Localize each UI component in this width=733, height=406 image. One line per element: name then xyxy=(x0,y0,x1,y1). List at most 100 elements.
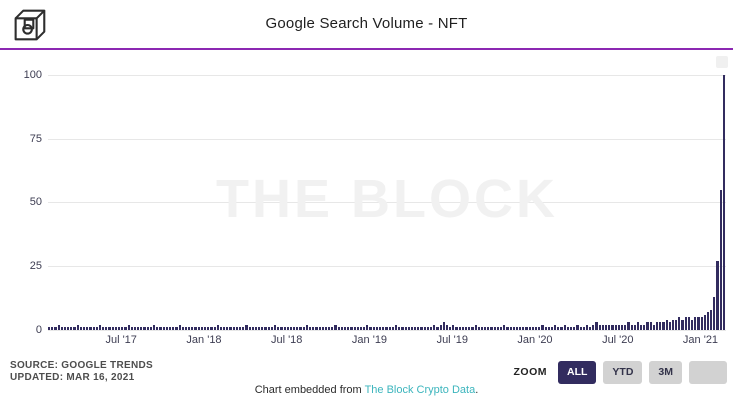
bar xyxy=(156,327,159,330)
bar xyxy=(372,327,375,330)
bar xyxy=(671,319,675,330)
zoom-all-button[interactable]: ALL xyxy=(557,360,597,384)
bar xyxy=(181,327,184,330)
bar xyxy=(289,327,293,330)
bar xyxy=(675,319,678,330)
bar xyxy=(334,324,337,330)
bar xyxy=(159,327,162,330)
bar xyxy=(219,327,223,330)
bar xyxy=(512,327,515,330)
bar xyxy=(461,327,464,330)
bar xyxy=(251,327,254,330)
bar xyxy=(480,327,484,330)
bar xyxy=(394,324,398,330)
bar xyxy=(111,327,114,330)
bar xyxy=(436,327,439,330)
bar xyxy=(515,327,519,330)
bar xyxy=(245,324,248,330)
bar xyxy=(70,327,73,330)
bar xyxy=(544,327,547,330)
bar xyxy=(592,324,595,330)
chart-title: Google Search Volume - NFT xyxy=(265,15,468,32)
bar xyxy=(347,327,350,330)
zoom-label: ZOOM xyxy=(513,366,547,378)
bar xyxy=(528,327,531,330)
x-axis-label: Jan '20 xyxy=(517,334,553,346)
bar xyxy=(274,324,277,330)
bar xyxy=(703,314,706,330)
bar xyxy=(535,327,538,330)
bar xyxy=(363,327,366,330)
bar xyxy=(270,327,273,330)
bar xyxy=(331,327,334,330)
bar xyxy=(114,327,118,330)
bar xyxy=(57,324,60,330)
x-axis-label: Jan '18 xyxy=(186,334,222,346)
bar xyxy=(194,327,197,330)
bar xyxy=(659,322,662,330)
embed-line: Chart embedded from The Block Crypto Dat… xyxy=(0,384,733,396)
bar xyxy=(385,327,388,330)
bar xyxy=(261,327,264,330)
bar xyxy=(464,327,468,330)
bar xyxy=(557,327,560,330)
bar xyxy=(490,327,493,330)
bar xyxy=(643,324,646,330)
bar xyxy=(76,324,79,330)
bar xyxy=(710,309,713,330)
bar xyxy=(143,327,146,330)
bar xyxy=(414,327,417,330)
bar xyxy=(687,317,690,330)
bar xyxy=(312,327,315,330)
bar xyxy=(137,327,140,330)
bar xyxy=(67,327,70,330)
x-axis-label: Jul '18 xyxy=(270,334,303,346)
bar xyxy=(318,327,321,330)
bar xyxy=(668,322,671,330)
zoom-ytd-button[interactable]: YTD xyxy=(603,360,643,384)
bar xyxy=(684,317,687,330)
bar xyxy=(570,327,573,330)
bar xyxy=(547,327,550,330)
bar xyxy=(401,327,404,330)
bar xyxy=(283,327,286,330)
bar xyxy=(426,327,429,330)
bar xyxy=(506,327,509,330)
bar xyxy=(210,327,213,330)
bar xyxy=(576,324,579,330)
bar xyxy=(83,327,86,330)
bar xyxy=(566,327,570,330)
bar xyxy=(178,324,181,330)
bar xyxy=(522,327,525,330)
chart-menu-icon[interactable] xyxy=(716,56,728,68)
bar xyxy=(86,327,89,330)
bar xyxy=(624,324,627,330)
bar xyxy=(649,322,652,330)
bar xyxy=(442,322,445,330)
y-axis-label: 0 xyxy=(35,324,42,336)
bar xyxy=(560,327,563,330)
bar xyxy=(168,327,172,330)
bar xyxy=(105,327,108,330)
zoom-blank-button[interactable] xyxy=(689,360,727,384)
zoom-3m-button[interactable]: 3M xyxy=(649,360,682,384)
bar xyxy=(321,327,324,330)
bar xyxy=(420,327,423,330)
bar xyxy=(375,327,379,330)
embed-link[interactable]: The Block Crypto Data xyxy=(364,384,476,396)
bar xyxy=(388,327,391,330)
bar xyxy=(655,322,659,330)
y-axis-label: 100 xyxy=(23,69,42,81)
bar xyxy=(449,327,452,330)
updated-line: UPDATED: MAR 16, 2021 xyxy=(10,372,135,383)
bar xyxy=(503,324,506,330)
bar xyxy=(356,327,359,330)
bar xyxy=(203,327,207,330)
bar xyxy=(175,327,178,330)
the-block-logo-icon[interactable] xyxy=(8,3,50,47)
bar xyxy=(433,324,436,330)
bar xyxy=(54,327,57,330)
bar xyxy=(719,189,722,330)
bar xyxy=(608,324,611,330)
